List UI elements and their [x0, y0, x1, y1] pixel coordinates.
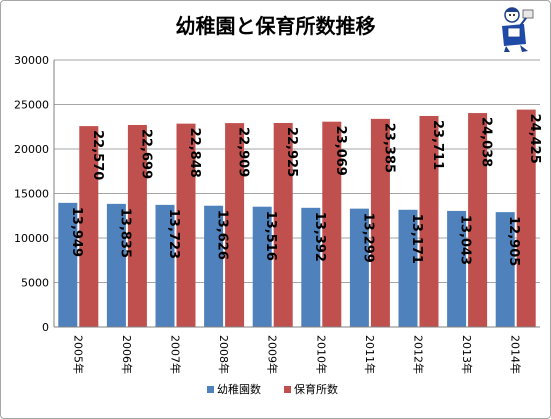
x-tick-label: 2009年	[266, 335, 280, 374]
x-tick-label: 2011年	[363, 335, 377, 374]
data-label: 13,835	[117, 208, 132, 258]
x-tick-label: 2014年	[509, 335, 523, 374]
bar-nursery	[468, 113, 488, 327]
data-label: 13,723	[166, 209, 181, 259]
data-label: 13,299	[360, 213, 375, 263]
bar-kindergarten	[447, 210, 467, 327]
bar-kindergarten	[204, 205, 224, 327]
data-label: 22,570	[90, 130, 105, 180]
data-label: 13,516	[263, 211, 278, 261]
bar-nursery	[225, 123, 245, 328]
bar-kindergarten	[155, 204, 175, 327]
chart-title: 幼稚園と保育所数推移	[175, 14, 376, 38]
x-tick-label: 2007年	[169, 335, 183, 374]
data-label: 24,425	[527, 114, 542, 164]
data-label: 13,392	[312, 212, 327, 262]
bar-nursery	[176, 123, 196, 327]
x-tick-label: 2010年	[314, 335, 328, 374]
bar-kindergarten	[252, 206, 272, 327]
data-label: 24,038	[479, 117, 494, 167]
data-label: 13,043	[458, 215, 473, 265]
bar-nursery	[127, 124, 147, 327]
legend-label: 幼稚園数	[217, 383, 261, 396]
x-tick-label: 2006年	[120, 335, 134, 374]
y-tick-label: 10000	[14, 232, 49, 245]
data-label: 23,711	[430, 120, 445, 170]
y-tick-label: 20000	[14, 143, 49, 156]
bar-kindergarten	[349, 208, 369, 327]
data-label: 13,171	[409, 214, 424, 264]
bar-nursery	[516, 109, 536, 328]
data-label: 22,848	[187, 128, 202, 178]
data-label: 13,626	[215, 210, 230, 260]
bar-nursery	[322, 121, 342, 327]
bar-kindergarten	[398, 209, 418, 327]
bar-nursery	[419, 115, 439, 327]
data-label: 22,909	[236, 127, 251, 177]
bar-nursery	[79, 126, 99, 327]
data-label: 23,385	[381, 123, 396, 173]
data-label: 12,905	[506, 216, 521, 266]
x-tick-label: 2013年	[460, 335, 474, 374]
bar-kindergarten	[301, 207, 321, 327]
x-tick-label: 2012年	[412, 335, 426, 374]
legend-label: 保育所数	[294, 382, 338, 396]
chart-mascot-icon	[502, 7, 534, 52]
data-label: 13,949	[69, 207, 84, 257]
data-label: 23,069	[333, 126, 348, 176]
bar-kindergarten	[495, 212, 515, 327]
bar-nursery	[273, 122, 293, 327]
x-tick-label: 2008年	[217, 335, 231, 374]
y-tick-label: 15000	[14, 188, 49, 201]
bar-kindergarten	[106, 203, 126, 327]
y-tick-label: 5000	[21, 277, 49, 290]
legend-swatch	[284, 386, 291, 393]
legend-swatch	[207, 386, 214, 393]
y-tick-label: 30000	[14, 54, 49, 67]
x-tick-label: 2005年	[71, 335, 85, 374]
data-label: 22,699	[138, 129, 153, 179]
bar-nursery	[370, 118, 390, 327]
bar-kindergarten	[58, 202, 78, 327]
data-label: 22,925	[284, 127, 299, 177]
y-tick-label: 25000	[14, 99, 49, 112]
y-tick-label: 0	[42, 321, 49, 334]
